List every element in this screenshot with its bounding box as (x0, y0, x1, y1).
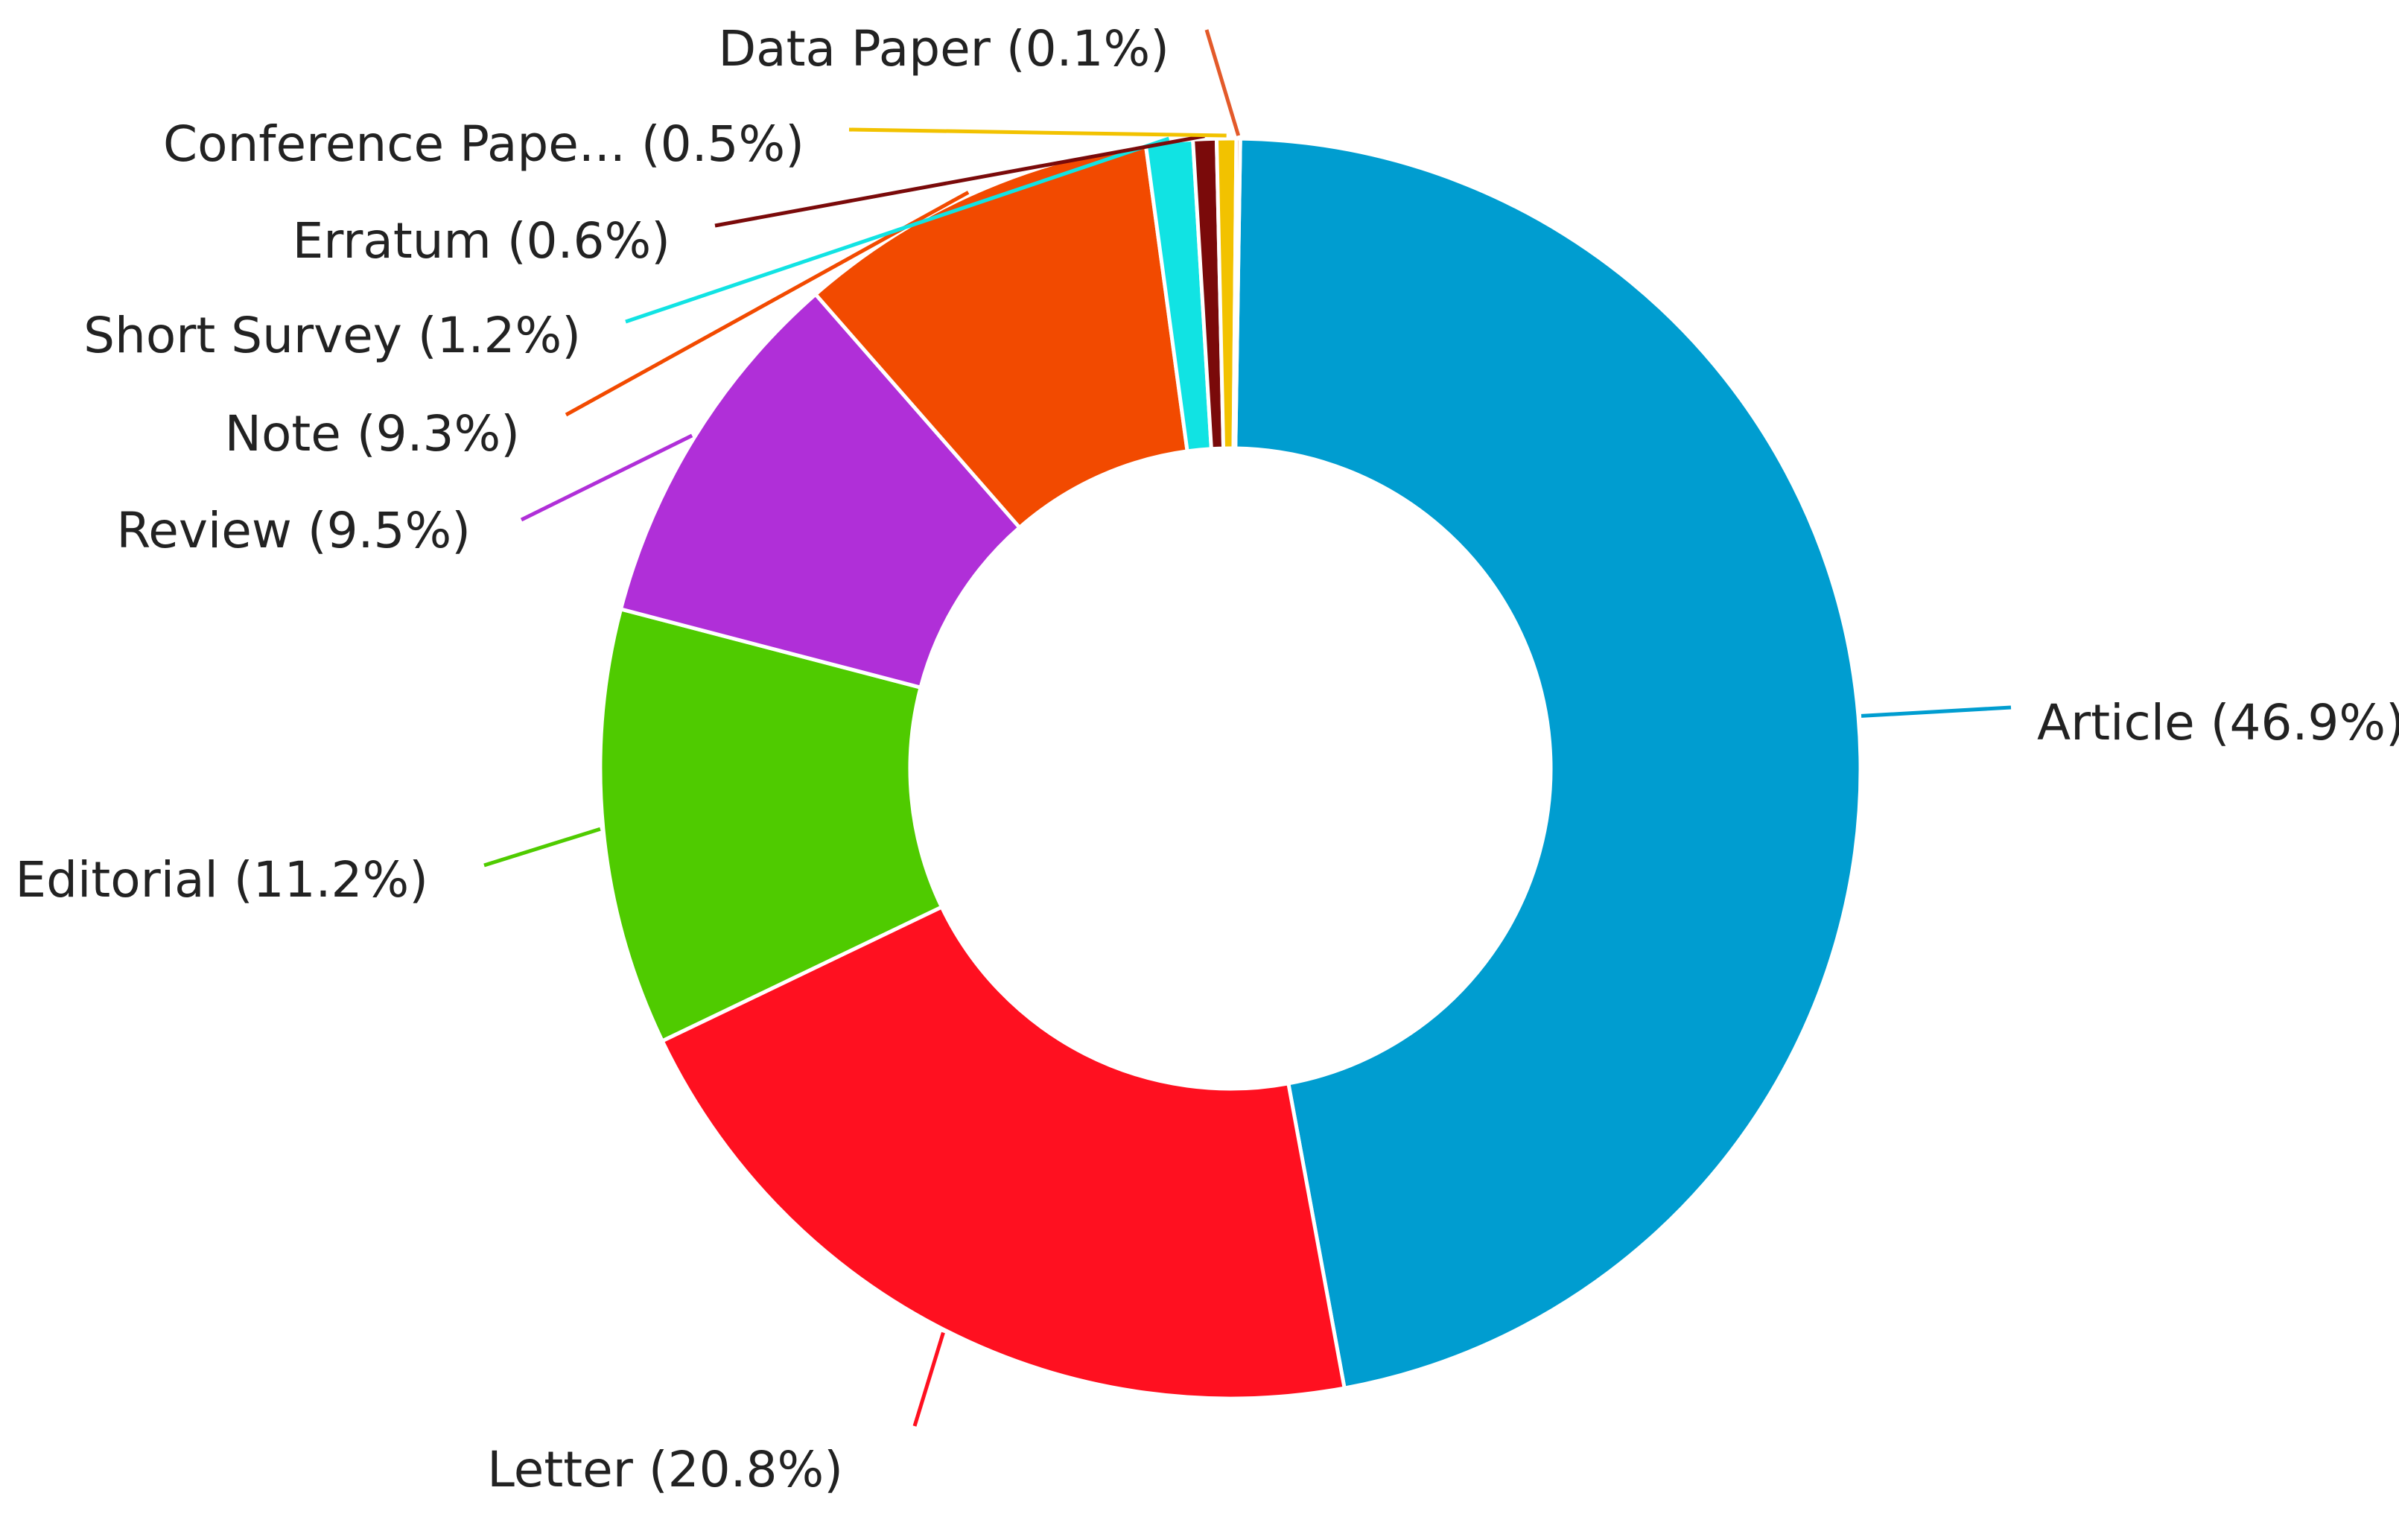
slice-editorial[interactable] (598, 606, 944, 1044)
labels-group: Article (46.9%) Letter (20.8%) Editorial (… (15, 20, 2399, 1498)
leader-line-review (520, 433, 693, 522)
slice-data-paper[interactable] (1231, 136, 1242, 451)
leader-line-editorial (483, 827, 601, 868)
leader-line-short-survey (625, 136, 1170, 324)
label-note: Note (9.3%) (225, 405, 520, 462)
label-short-survey: Short Survey (1.2%) (83, 307, 581, 364)
label-review: Review (9.5%) (116, 502, 471, 559)
leader-line-article (1861, 705, 2012, 718)
label-data-paper: Data Paper (0.1%) (718, 20, 1169, 77)
slice-review[interactable] (618, 291, 1023, 690)
label-article: Article (46.9%) (2037, 694, 2399, 751)
label-conference-pape: Conference Pape... (0.5%) (163, 115, 804, 173)
leader-lines-group (483, 29, 2012, 1427)
label-editorial: Editorial (11.2%) (15, 851, 428, 909)
leader-line-erratum (714, 134, 1205, 228)
slice-article[interactable] (1233, 136, 1863, 1390)
leader-line-data-paper (1204, 29, 1241, 136)
leader-line-letter (912, 1331, 945, 1427)
leader-line-conference-pape (848, 127, 1227, 138)
slice-letter[interactable] (659, 904, 1347, 1401)
label-erratum: Erratum (0.6%) (293, 212, 670, 270)
slices-group (598, 136, 1863, 1401)
label-letter: Letter (20.8%) (487, 1441, 843, 1498)
